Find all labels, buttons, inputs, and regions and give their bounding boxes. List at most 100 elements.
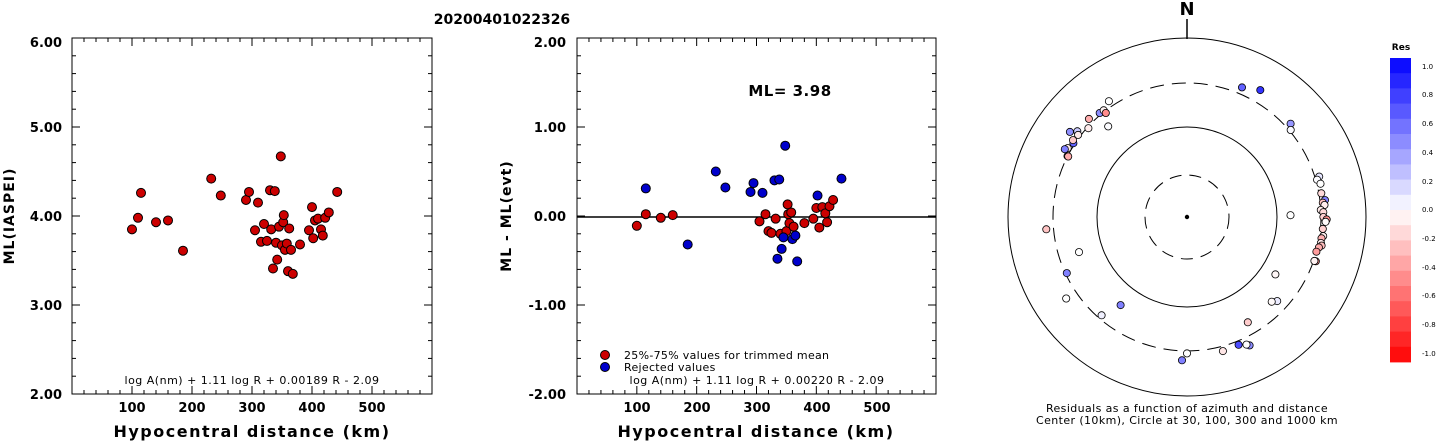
used-point [808,213,819,224]
y-tick-label: 5.00 [30,121,62,136]
north-label: N [1179,0,1194,20]
data-point [259,219,269,230]
data-point [250,225,260,236]
colorbar-cell [1390,346,1411,363]
data-point [308,233,319,244]
rejected-point [778,232,789,243]
rejected-point [640,183,651,194]
used-point [822,217,833,228]
station-residual [1256,86,1265,95]
used-point [655,212,666,223]
legend-marker-rejected [600,362,610,372]
colorbar-label: 1.0 [1422,63,1433,71]
data-point [262,235,272,246]
data-point [307,202,317,213]
polar-points [1042,83,1331,365]
station-residual [1178,356,1187,365]
colorbar-label: -0.8 [1422,321,1436,329]
colorbar-label: 0.2 [1422,178,1433,186]
used-point [814,222,825,233]
used-point [770,213,781,224]
data-point [295,239,305,250]
panel1-formula: log A(nm) + 1.11 log R + 0.00189 R - 2.0… [125,374,380,387]
x-tick-label: 300 [743,401,770,416]
polar-caption-line2: Center (10km), Circle at 30, 100, 300 an… [1036,414,1338,427]
y-tick-label: 0.00 [534,210,566,225]
panel2-y-tick-labels: 2.00 1.00 0.00 -1.00 -2.00 [529,36,566,403]
station-residual [1318,224,1327,233]
y-tick-label: 2.00 [534,36,566,51]
panel2-formula: log A(nm) + 1.11 log R + 0.00220 R - 2.0… [630,374,885,387]
station-residual [1075,248,1084,257]
station-residual [1064,152,1073,161]
data-point [269,186,280,197]
colorbar-title: Res [1392,43,1410,53]
legend-marker-used [600,350,610,360]
station-residual [1312,247,1321,256]
colorbar-label: 0.6 [1422,120,1434,128]
y-tick-label: -1.00 [529,299,566,314]
station-residual [1286,126,1295,135]
colorbar-cell [1390,179,1411,196]
legend-used-label: 25%-75% values for trimmed mean [624,349,829,362]
station-residual [1238,83,1247,92]
colorbar-cells [1390,58,1411,363]
used-point [788,221,799,232]
rejected-point [745,186,756,197]
used-point [754,216,765,227]
panel2-points [631,140,847,267]
colorbar-cell [1390,134,1411,150]
colorbar-label: 0.4 [1422,149,1434,157]
data-point [323,207,334,218]
panel2-ticks [576,37,937,395]
used-point [766,227,777,238]
station-residual [1183,349,1192,358]
panel-ml-residual: 2.00 1.00 0.00 -1.00 -2.00 100 200 300 4… [499,36,937,441]
data-point [151,217,161,228]
station-residual [1316,179,1325,188]
x-tick-label: 300 [238,401,265,416]
station-residual [1321,217,1330,226]
data-point [332,186,343,197]
data-point [244,186,254,197]
panel1-points [127,151,343,279]
station-residual [1243,318,1252,327]
station-residual [1097,311,1106,320]
figure-title: 20200401022326 [434,12,570,28]
rejected-point [710,166,721,177]
data-point [286,244,296,255]
colorbar: Res 1.0 0.8 0.6 0.4 0.2 0.0 -0.2 -0.4 -0… [1390,43,1436,363]
rejected-point [720,182,731,193]
panel1-ticks [71,37,433,395]
data-point [215,190,226,201]
station-residual [1271,270,1280,279]
x-tick-label: 500 [863,401,890,416]
used-point [799,218,810,229]
rejected-point [812,190,823,201]
colorbar-cell [1390,164,1411,180]
data-point [163,215,173,226]
used-point [631,220,642,231]
used-point [667,210,678,221]
used-point [828,194,839,205]
panel-ml-iaspei: 6.00 5.00 4.00 3.00 2.00 100 200 300 400… [2,36,433,441]
x-tick-label: 500 [358,401,385,416]
panel2-y-axis-label: ML - ML(evt) [499,160,515,271]
x-tick-label: 400 [298,401,325,416]
data-point [178,245,188,256]
station-residual [1242,340,1251,349]
rejected-point [792,256,803,267]
data-point [287,268,298,279]
panel1-y-axis-label: ML(IASPEI) [2,168,18,265]
x-tick-label: 400 [803,401,830,416]
x-tick-label: 100 [118,401,145,416]
panel1-x-axis-label: Hypocentral distance (km) [113,422,390,441]
panel2-x-tick-labels: 100 200 300 400 500 [623,401,890,416]
rejected-point [757,187,768,198]
rejected-point [836,173,847,184]
station-residual [1101,109,1110,118]
station-residual [1062,269,1071,278]
panel2-x-axis-label: Hypocentral distance (km) [617,422,894,441]
data-point [206,173,217,184]
colorbar-cell [1390,88,1411,104]
